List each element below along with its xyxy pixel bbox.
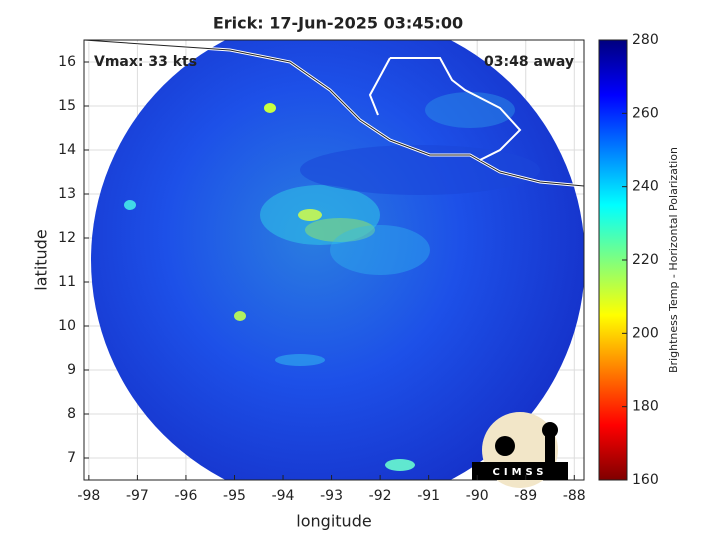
x-tick-label: -92 (369, 488, 392, 504)
x-tick-label: -96 (175, 488, 198, 504)
plot-frame (83, 39, 585, 481)
colorbar-tick-label: 180 (632, 399, 659, 415)
x-tick-label: -97 (126, 488, 149, 504)
y-tick-label: 8 (67, 406, 76, 422)
x-tick-label: -88 (563, 488, 586, 504)
colorbar-tick-label: 280 (632, 32, 659, 48)
y-tick-label: 11 (58, 274, 76, 290)
x-tick-label: -90 (466, 488, 489, 504)
annotation: Vmax: 33 kts (94, 54, 197, 70)
y-tick-label: 9 (67, 362, 76, 378)
x-tick-label: -98 (77, 488, 100, 504)
x-axis-label: longitude (296, 512, 371, 531)
colorbar-tick-label: 200 (632, 325, 659, 341)
x-tick-label: -93 (320, 488, 343, 504)
y-tick-label: 15 (58, 98, 76, 114)
colorbar-tick-label: 220 (632, 252, 659, 268)
colorbar-label: Brightness Temp - Horizontal Polarizatio… (667, 147, 680, 373)
y-tick-label: 13 (58, 186, 76, 202)
y-tick-label: 16 (58, 54, 76, 70)
y-axis-label: latitude (32, 229, 51, 290)
annotation: 03:48 away (484, 54, 574, 70)
swath (91, 40, 584, 480)
y-tick-label: 12 (58, 230, 76, 246)
colorbar-tick-label: 240 (632, 179, 659, 195)
x-tick-label: -94 (272, 488, 295, 504)
title: Erick: 17-Jun-2025 03:45:00 (213, 14, 463, 33)
x-tick-label: -95 (223, 488, 246, 504)
colorbar-tick-label: 160 (632, 472, 659, 488)
logo-text: CIMSS (493, 467, 548, 478)
x-tick-label: -91 (417, 488, 440, 504)
y-tick-label: 10 (58, 318, 76, 334)
colorbar-tick-label: 260 (632, 105, 659, 121)
y-tick-label: 7 (67, 450, 76, 466)
logo: CIMSS (472, 412, 568, 488)
x-tick-label: -89 (514, 488, 537, 504)
coastline (84, 40, 584, 188)
y-tick-label: 14 (58, 142, 76, 158)
